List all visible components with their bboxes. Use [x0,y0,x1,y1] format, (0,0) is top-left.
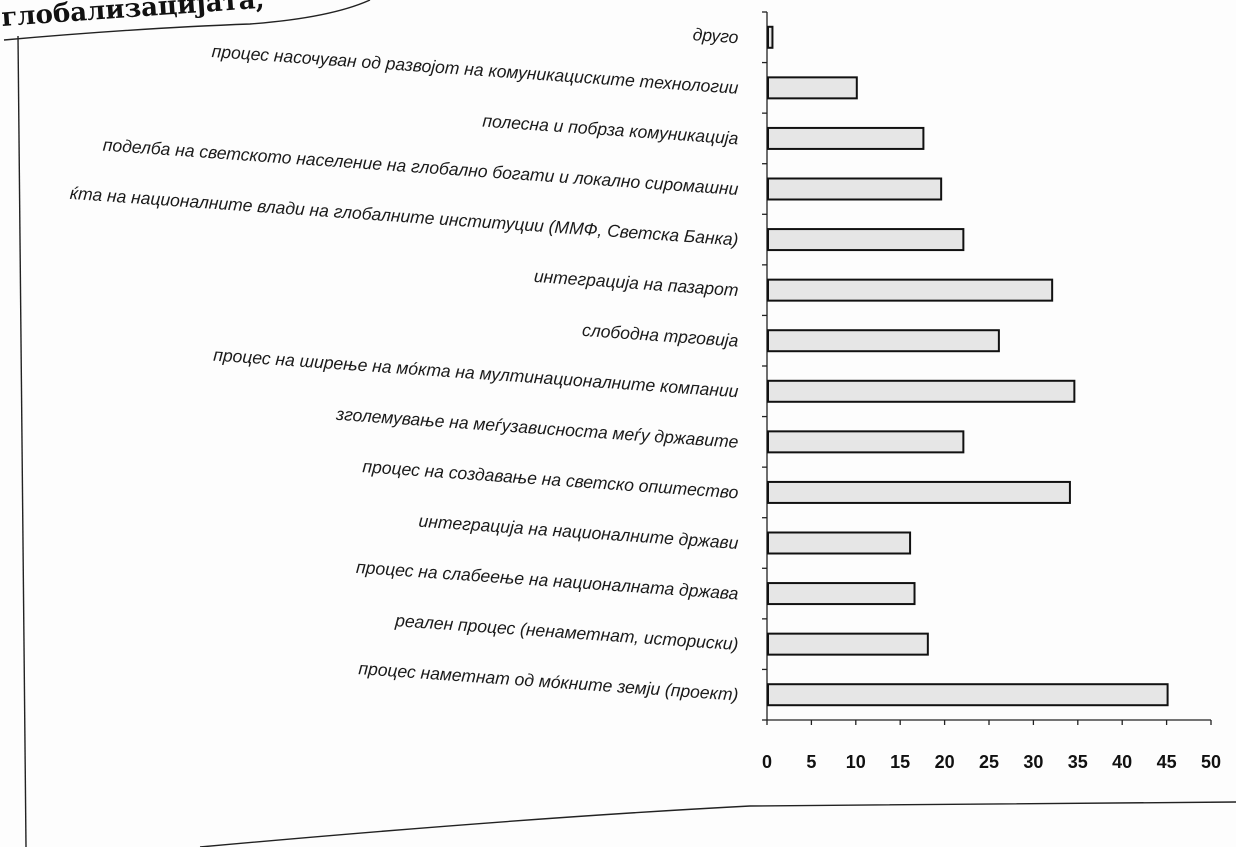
category-label: процес наметнат од мо́кните земји (проек… [358,658,739,705]
bar [767,531,912,555]
x-tick-label: 25 [979,752,999,772]
bar [767,228,965,252]
chart-heading: глобализацијата, [0,0,265,33]
bar [767,632,929,656]
bar [767,480,1071,504]
x-tick-label: 15 [890,752,910,772]
category-label: процес на ширење на мо́кта на мултинацио… [213,345,740,402]
frame-bottom-curve [199,801,1236,847]
bar [767,126,925,150]
x-tick-label: 0 [762,752,772,772]
category-label: ќта на националните влади на глобалните … [69,183,739,250]
x-tick-label: 35 [1068,752,1088,772]
category-label: интеграција на националните држави [418,511,739,553]
bar [767,177,943,201]
category-label: процес насочуван од развојот на комуника… [211,41,739,98]
category-label: полесна и побрза комуникација [482,111,740,149]
x-tick-label: 50 [1201,752,1221,772]
category-label: слободна трговија [581,320,739,351]
chart-bars [767,25,1169,707]
bar [767,379,1076,403]
frame-top-curve [3,0,371,41]
category-label: процес на создавање на светско општество [362,456,739,502]
x-tick-label: 5 [806,752,816,772]
bar [767,278,1054,302]
category-label: интеграција на пазарот [533,266,739,300]
bar [767,329,1000,353]
category-label: друго [692,24,739,47]
x-tick-label: 10 [846,752,866,772]
bar [767,582,916,606]
bar [767,25,774,49]
x-tick-label: 45 [1157,752,1177,772]
bar [767,76,858,100]
category-label: зголемување на меѓузависноста меѓу држав… [334,404,739,452]
x-tick-label: 20 [935,752,955,772]
category-label: поделба на светското население на глобал… [102,135,739,199]
frame-left-border [17,35,27,847]
category-label: процес на слабеење на националната држав… [356,557,740,604]
bar [767,683,1169,707]
x-tick-labels: 0 5 10 15 20 25 30 35 40 45 50 [762,752,1221,772]
x-tick-label: 30 [1023,752,1043,772]
bar [767,430,965,454]
category-label: реален процес (ненаметнат, историски) [394,610,739,654]
chart-axes [762,11,1212,725]
x-tick-label: 40 [1112,752,1132,772]
